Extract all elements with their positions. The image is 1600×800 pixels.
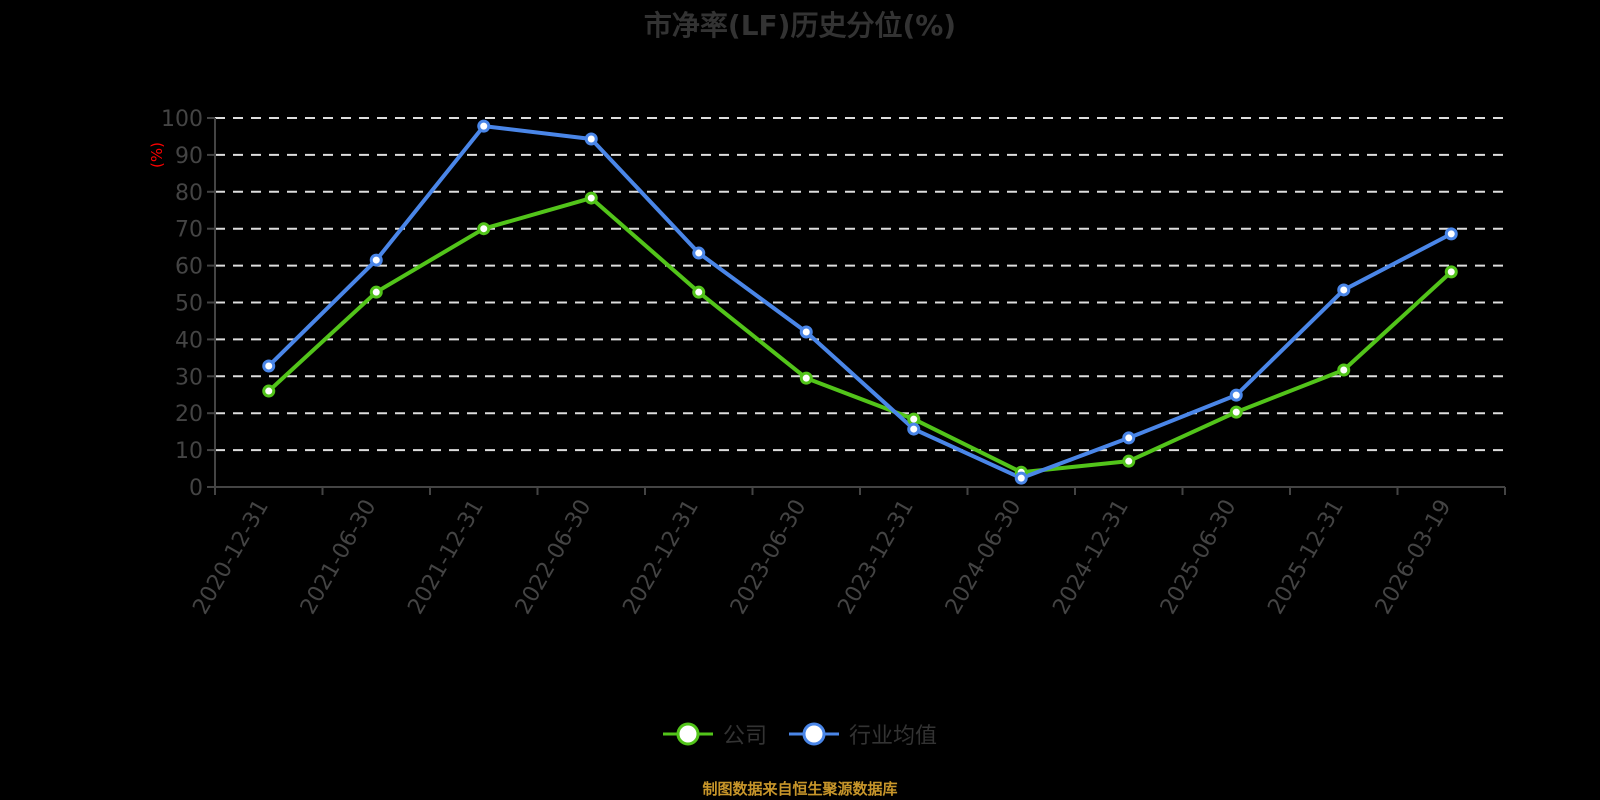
data-point bbox=[799, 371, 813, 385]
legend-item-industry-avg[interactable]: 行业均值 bbox=[789, 718, 937, 750]
x-tick-label: 2023-06-30 bbox=[726, 496, 812, 619]
data-point bbox=[369, 285, 383, 299]
green-circle-line-icon bbox=[662, 722, 713, 746]
y-tick-label: 60 bbox=[175, 255, 203, 280]
data-point bbox=[1337, 363, 1351, 377]
data-point bbox=[907, 422, 921, 436]
data-point bbox=[477, 222, 491, 236]
y-tick-label: 40 bbox=[175, 328, 203, 353]
x-tick-label: 2022-12-31 bbox=[618, 496, 704, 619]
x-tick-label: 2021-12-31 bbox=[403, 496, 489, 619]
y-tick-label: 10 bbox=[175, 439, 203, 464]
data-point bbox=[1229, 388, 1243, 402]
x-tick-label: 2025-06-30 bbox=[1156, 496, 1242, 619]
data-source-note: 制图数据来自恒生聚源数据库 bbox=[702, 780, 898, 798]
data-point bbox=[1229, 405, 1243, 419]
y-axis-unit: (%) bbox=[148, 142, 166, 168]
data-point bbox=[1122, 431, 1136, 445]
y-tick-label: 50 bbox=[175, 292, 203, 317]
x-tick-label: 2023-12-31 bbox=[833, 496, 919, 619]
data-point bbox=[584, 191, 598, 205]
x-tick-label: 2026-03-19 bbox=[1371, 496, 1457, 619]
legend-label-industry-avg: 行业均值 bbox=[849, 724, 938, 749]
data-point bbox=[1337, 283, 1351, 297]
x-tick-label: 2024-06-30 bbox=[941, 496, 1027, 619]
data-point bbox=[1122, 454, 1136, 468]
blue-circle-line-icon bbox=[789, 722, 839, 746]
legend: 公司 行业均值 bbox=[0, 718, 1600, 750]
y-tick-label: 100 bbox=[161, 107, 203, 132]
y-tick-label: 20 bbox=[175, 402, 203, 427]
x-tick-label: 2020-12-31 bbox=[188, 496, 274, 619]
y-tick-label: 70 bbox=[175, 218, 203, 243]
chart-title: 市净率(LF)历史分位(%) bbox=[643, 9, 957, 42]
data-point bbox=[1444, 265, 1458, 279]
x-tick-label: 2024-12-31 bbox=[1048, 496, 1134, 619]
series-line-industry-avg bbox=[267, 124, 1453, 481]
x-tick-label: 2025-12-31 bbox=[1263, 496, 1349, 619]
legend-label-company: 公司 bbox=[722, 724, 767, 749]
series-line-company bbox=[267, 196, 1453, 475]
y-tick-label: 80 bbox=[175, 181, 203, 206]
data-point bbox=[799, 325, 813, 339]
y-tick-label: 30 bbox=[175, 365, 203, 390]
data-point bbox=[692, 285, 706, 299]
x-tick-label: 2021-06-30 bbox=[296, 496, 382, 619]
x-tick-label: 2022-06-30 bbox=[511, 496, 597, 619]
legend-item-company[interactable]: 公司 bbox=[662, 718, 767, 750]
y-tick-label: 0 bbox=[189, 476, 203, 501]
data-point bbox=[262, 384, 276, 398]
data-point bbox=[1444, 227, 1458, 241]
y-tick-label: 90 bbox=[175, 144, 203, 169]
data-point bbox=[477, 119, 491, 133]
data-point bbox=[369, 253, 383, 267]
data-point bbox=[692, 246, 706, 260]
data-point bbox=[584, 132, 598, 146]
data-point bbox=[262, 359, 276, 373]
data-point bbox=[1014, 471, 1028, 485]
